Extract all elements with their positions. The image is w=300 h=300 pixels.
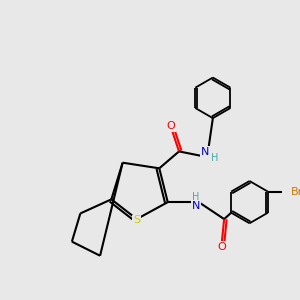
Text: O: O <box>166 121 175 131</box>
Text: O: O <box>217 242 226 252</box>
Text: N: N <box>201 147 209 157</box>
Text: S: S <box>133 215 140 226</box>
Text: Br: Br <box>291 187 300 196</box>
Text: H: H <box>192 191 200 202</box>
Text: N: N <box>192 201 200 212</box>
Text: H: H <box>212 154 219 164</box>
